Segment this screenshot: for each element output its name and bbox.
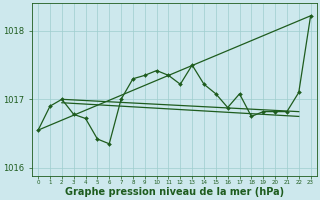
X-axis label: Graphe pression niveau de la mer (hPa): Graphe pression niveau de la mer (hPa) [65,187,284,197]
